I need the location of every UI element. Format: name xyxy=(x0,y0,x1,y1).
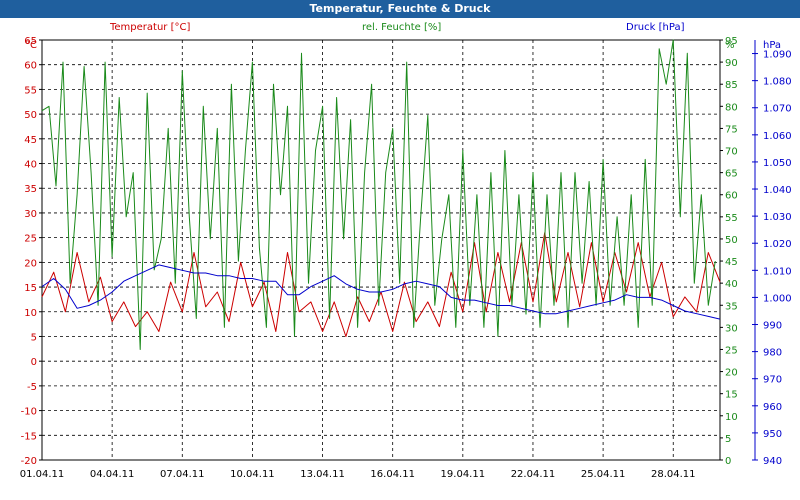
series-line-humidity xyxy=(41,39,716,350)
x-tick-label: 19.04.11 xyxy=(441,469,486,480)
humidity-tick-label: 10 xyxy=(725,412,738,423)
pressure-tick-label: 1.060 xyxy=(763,131,792,142)
temp-tick-label: -5 xyxy=(27,382,37,393)
humidity-tick-label: 0 xyxy=(725,456,731,467)
x-tick-label: 13.04.11 xyxy=(300,469,345,480)
humidity-tick-label: 50 xyxy=(725,235,738,246)
temp-tick-label: 5 xyxy=(31,332,37,343)
series-line-pressure xyxy=(41,264,721,320)
humidity-tick-label: 70 xyxy=(725,147,738,158)
temp-tick-label: 25 xyxy=(24,234,37,245)
x-tick-label: 16.04.11 xyxy=(370,469,415,480)
pressure-tick-label: 1.030 xyxy=(763,212,792,223)
temp-axis-label: Temperatur [°C] xyxy=(110,22,191,33)
pressure-tick-label: 1.040 xyxy=(763,185,792,196)
humidity-tick-label: 55 xyxy=(725,213,738,224)
pressure-tick-label: 980 xyxy=(763,348,782,359)
humidity-unit: % xyxy=(725,40,735,51)
pressure-tick-label: 1.070 xyxy=(763,104,792,115)
humidity-tick-label: 80 xyxy=(725,102,738,113)
pressure-unit: hPa xyxy=(763,40,781,51)
pressure-tick-label: 1.050 xyxy=(763,158,792,169)
pressure-tick-label: 990 xyxy=(763,321,782,332)
temp-tick-label: 15 xyxy=(24,283,37,294)
humidity-tick-label: 40 xyxy=(725,279,738,290)
pressure-tick-label: 960 xyxy=(763,402,782,413)
temp-tick-label: 65 xyxy=(24,36,37,47)
x-tick-label: 01.04.11 xyxy=(20,469,65,480)
pressure-tick-label: 970 xyxy=(763,375,782,386)
humidity-tick-label: 95 xyxy=(725,36,738,47)
temp-unit: °C xyxy=(25,40,37,51)
temp-tick-label: -15 xyxy=(21,431,37,442)
x-tick-label: 07.04.11 xyxy=(160,469,205,480)
temp-tick-label: -10 xyxy=(21,407,37,418)
temp-tick-label: 55 xyxy=(24,85,37,96)
temp-tick-label: 30 xyxy=(24,209,37,220)
temp-tick-label: 45 xyxy=(24,135,37,146)
humidity-tick-label: 25 xyxy=(725,345,738,356)
x-tick-label: 04.04.11 xyxy=(90,469,135,480)
x-tick-label: 10.04.11 xyxy=(230,469,275,480)
temp-tick-label: 50 xyxy=(24,110,37,121)
humidity-tick-label: 65 xyxy=(725,169,738,180)
chart-title: Temperatur, Feuchte & Druck xyxy=(0,0,800,18)
temp-tick-label: 60 xyxy=(24,61,37,72)
temp-tick-label: 20 xyxy=(24,258,37,269)
temp-tick-label: -20 xyxy=(21,456,37,467)
x-tick-label: 28.04.11 xyxy=(651,469,696,480)
pressure-tick-label: 1.000 xyxy=(763,293,792,304)
humidity-tick-label: 85 xyxy=(725,80,738,91)
pressure-tick-label: 1.010 xyxy=(763,266,792,277)
temp-tick-label: 0 xyxy=(31,357,37,368)
x-tick-label: 22.04.11 xyxy=(511,469,556,480)
temp-tick-label: 40 xyxy=(24,160,37,171)
pressure-tick-label: 950 xyxy=(763,429,782,440)
pressure-tick-label: 1.020 xyxy=(763,239,792,250)
humidity-tick-label: 60 xyxy=(725,191,738,202)
plot-frame xyxy=(41,39,721,461)
humidity-axis-label: rel. Feuchte [%] xyxy=(362,22,442,33)
temp-tick-label: 35 xyxy=(24,184,37,195)
humidity-tick-label: 15 xyxy=(725,390,738,401)
pressure-tick-label: 940 xyxy=(763,456,782,467)
x-tick-label: 25.04.11 xyxy=(581,469,626,480)
pressure-axis-label: Druck [hPa] xyxy=(626,22,685,33)
pressure-tick-label: 1.080 xyxy=(763,77,792,88)
pressure-tick-label: 1.090 xyxy=(763,50,792,61)
humidity-tick-label: 35 xyxy=(725,301,738,312)
humidity-tick-label: 5 xyxy=(725,434,731,445)
humidity-tick-label: 20 xyxy=(725,368,738,379)
humidity-tick-label: 45 xyxy=(725,257,738,268)
humidity-tick-label: 30 xyxy=(725,323,738,334)
temp-tick-label: 10 xyxy=(24,308,37,319)
humidity-tick-label: 75 xyxy=(725,124,738,135)
humidity-tick-label: 90 xyxy=(725,58,738,69)
